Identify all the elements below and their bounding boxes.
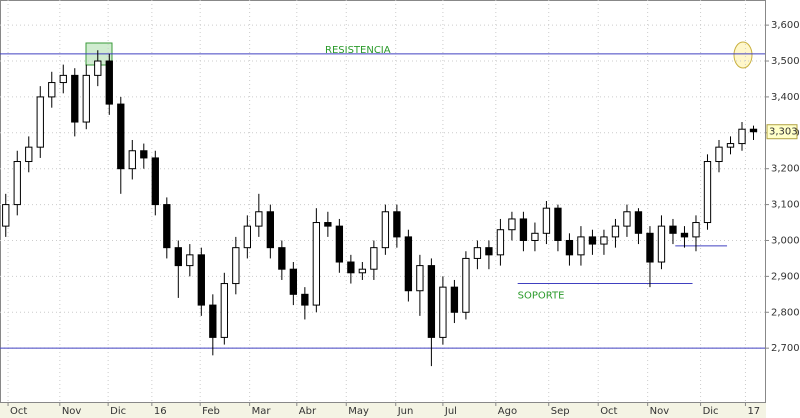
- candle-body: [289, 268, 298, 295]
- candle-body: [347, 261, 355, 274]
- candle-body: [381, 211, 390, 249]
- candle-body: [186, 254, 194, 267]
- x-tick-label: Abr: [299, 406, 317, 417]
- candle-body: [485, 247, 493, 256]
- candle-body: [2, 204, 10, 227]
- candle-body: [657, 225, 666, 263]
- candle-body: [680, 232, 689, 238]
- x-tick-label: Jul: [444, 406, 457, 417]
- candle-body: [669, 225, 677, 234]
- candle-body: [232, 247, 240, 285]
- x-tick-label: Nov: [650, 406, 670, 417]
- candle-body: [508, 218, 516, 231]
- candle-body: [312, 222, 321, 306]
- candle-body: [749, 128, 758, 133]
- y-tick-label: 3,200: [771, 164, 800, 175]
- candle-body: [692, 222, 700, 238]
- candle-body: [301, 293, 309, 306]
- x-tick-label: Feb: [202, 406, 220, 417]
- candle-body: [450, 286, 459, 313]
- reference-label: SOPORTE: [518, 291, 565, 302]
- candle-body: [416, 265, 424, 292]
- candle-body: [335, 225, 344, 263]
- candle-body: [588, 236, 597, 245]
- candle-body: [128, 150, 136, 170]
- candle-body: [531, 232, 539, 241]
- highlight-ellipse: [733, 41, 753, 69]
- x-tick-label: Dic: [110, 406, 126, 417]
- x-tick-label: Nov: [62, 406, 82, 417]
- candle-body: [255, 211, 263, 227]
- candle-body: [726, 143, 735, 148]
- candle-body: [13, 161, 21, 206]
- candle-body: [278, 247, 286, 270]
- x-tick-label: 17: [747, 406, 760, 417]
- x-tick-label: Oct: [10, 406, 27, 417]
- last-price-box: [766, 124, 798, 140]
- candle-body: [117, 103, 125, 170]
- y-tick-label: 3,100: [771, 200, 800, 211]
- candle-body: [220, 283, 228, 338]
- candle-body: [565, 239, 574, 256]
- candle-body: [496, 229, 505, 256]
- candle-body: [82, 74, 90, 123]
- candle-body: [151, 157, 159, 206]
- x-tick-label: Oct: [600, 406, 617, 417]
- candle-body: [324, 222, 332, 227]
- y-tick-label: 2,900: [771, 271, 800, 282]
- candle-body: [600, 236, 608, 245]
- candle-body: [243, 225, 251, 249]
- candle-body: [36, 96, 44, 148]
- candle-body: [94, 60, 102, 76]
- candle-body: [462, 257, 470, 313]
- candle-body: [105, 60, 113, 105]
- candle-body: [542, 207, 551, 234]
- candle-body: [48, 82, 56, 98]
- x-tick-label: Jun: [397, 406, 414, 417]
- candle-body: [623, 211, 631, 227]
- candle-body: [140, 150, 148, 159]
- y-tick-label: 3,500: [771, 56, 800, 67]
- y-tick-label: 3,000: [771, 235, 800, 246]
- candle-body: [634, 211, 643, 234]
- candle-body: [404, 236, 413, 292]
- x-tick-label: Mar: [252, 406, 272, 417]
- plot-area: [0, 0, 766, 403]
- candle-body: [646, 232, 654, 263]
- candle-body: [25, 146, 33, 163]
- x-tick-label: 16: [154, 406, 167, 417]
- candle-body: [703, 161, 712, 224]
- candle-body: [59, 74, 67, 84]
- candle-body: [209, 304, 217, 338]
- candle-body: [197, 254, 205, 306]
- x-tick-label: May: [348, 406, 369, 417]
- x-tick-label: Sep: [551, 406, 570, 417]
- candle-body: [577, 236, 585, 256]
- candle-body: [71, 74, 79, 123]
- candle-body: [370, 247, 378, 270]
- last-price-label: 3,303: [769, 127, 798, 138]
- candle-body: [715, 146, 723, 163]
- x-tick-label: Dic: [703, 406, 719, 417]
- candle-body: [163, 204, 171, 249]
- candle-body: [554, 207, 562, 241]
- y-tick-label: 3,600: [771, 20, 800, 31]
- candle-body: [393, 211, 401, 238]
- candle-body: [611, 225, 620, 238]
- x-axis-band: [0, 403, 766, 418]
- candle-body: [427, 265, 436, 338]
- y-tick-label: 2,700: [771, 343, 800, 354]
- reference-label: RESISTENCIA: [325, 45, 391, 56]
- y-tick-label: 2,800: [771, 307, 800, 318]
- candle-body: [439, 286, 447, 338]
- y-tick-label: 3,400: [771, 92, 800, 103]
- candle-body: [519, 218, 528, 241]
- candle-body: [473, 247, 482, 259]
- candle-body: [358, 268, 367, 274]
- x-tick-label: Ago: [498, 406, 517, 417]
- candle-body: [738, 128, 746, 145]
- candle-body: [266, 211, 275, 249]
- candle-body: [174, 247, 182, 267]
